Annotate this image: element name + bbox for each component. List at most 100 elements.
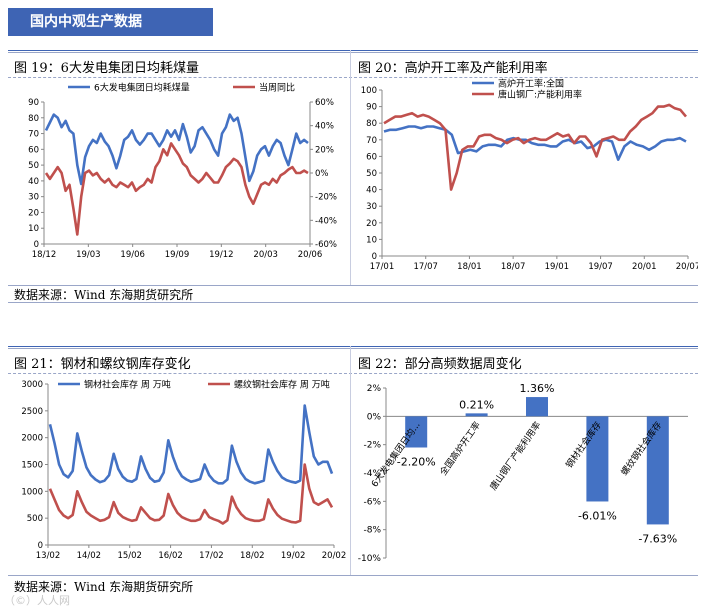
- fig21-x-tick-label: 20/02: [322, 551, 347, 561]
- upper-divider: [350, 50, 351, 285]
- top-rule-thin: [8, 52, 698, 53]
- fig20-y-tick-label: 20: [366, 219, 377, 229]
- upper-source-rule: [8, 302, 698, 303]
- fig20-y-tick-label: 0: [372, 252, 377, 262]
- fig22-value-label: 1.36%: [520, 382, 555, 395]
- fig19-y-tick-label: 0: [34, 240, 39, 250]
- fig20-x-tick-label: 19/01: [545, 262, 570, 272]
- fig20-title: 图 20：高炉开工率及产能利用率: [358, 61, 548, 76]
- lower-top-rule-thin: [8, 348, 698, 349]
- fig20-y-tick-label: 90: [366, 103, 377, 113]
- fig21-y-tick-label: 1500: [21, 461, 43, 471]
- fig20-x-tick-label: 17/07: [413, 262, 438, 272]
- fig21-x-tick-label: 17/02: [199, 551, 224, 561]
- fig19-x-tick-label: 19/06: [120, 250, 145, 260]
- fig20-y-tick-label: 70: [366, 136, 377, 146]
- fig19-y-tick-label: 90: [28, 98, 39, 108]
- fig22-category-label: 全国高炉开工率: [437, 419, 483, 478]
- fig19-y-tick-label: 30: [28, 193, 39, 203]
- fig20-y-tick-label: 80: [366, 119, 377, 129]
- fig20-y-tick-label: 40: [366, 186, 377, 196]
- lower-bottom-rule: [8, 575, 698, 576]
- fig20-series-1-line: [383, 125, 687, 161]
- fig21-y-tick-label: 0: [38, 541, 43, 551]
- lower-top-rule: [8, 346, 698, 347]
- source-note-lower: 数据来源：Wind 东海期货研究所: [14, 580, 194, 594]
- fig20-y-tick-label: 60: [366, 152, 377, 162]
- section-banner: 国内中观生产数据: [8, 8, 213, 36]
- fig19-legend-label: 6大发电集团日均耗煤量: [94, 82, 190, 94]
- fig19-y-right-tick-label: -40%: [315, 216, 337, 226]
- fig22-y-tick-label: -10%: [358, 554, 382, 564]
- fig21-series-2-line: [48, 463, 334, 525]
- fig19-series-1-line: [44, 113, 309, 186]
- fig19-chart: 0 10 20 30 40 50 60 70 80 90 -60% -40% -20% 0% 20% 40% 6…: [28, 82, 337, 261]
- fig19-legend-label: 当周同比: [259, 82, 295, 94]
- fig19-y-tick-label: 20: [28, 208, 39, 218]
- fig22-title: 图 22：部分高频数据周变化: [358, 357, 522, 372]
- fig19-series-2-line: [44, 142, 309, 236]
- fig19-y-tick-label: 60: [28, 145, 39, 155]
- fig21-x-tick-label: 18/02: [240, 551, 265, 561]
- fig21-y-tick-label: 3000: [21, 380, 43, 390]
- fig21-title: 图 21：钢材和螺纹钢库存变化: [14, 357, 191, 372]
- fig19-y-tick-label: 40: [28, 177, 39, 187]
- lower-title-dashed-rule: [8, 373, 698, 374]
- fig22-bar-3: [526, 397, 548, 417]
- fig22-y-tick-label: 2%: [367, 384, 382, 394]
- fig22-bar-2: [465, 413, 488, 417]
- fig22-chart: 2% 0% -2% -4% -6% -8% -10% -2.20%6大发电集团日均... 0.2…: [358, 382, 688, 564]
- fig22-category-label: 6大发电集团日均...: [368, 419, 422, 489]
- fig19-y-tick-label: 80: [28, 114, 39, 124]
- fig22-value-label: -7.63%: [638, 532, 677, 545]
- fig21-chart: 0 500 1000 1500 2000 2500 3000 13/02 14/02 15/02 1…: [21, 379, 347, 562]
- fig19-y-right-tick-label: 20%: [315, 145, 334, 155]
- upper-bottom-rule: [8, 285, 698, 286]
- fig22-value-label: 0.21%: [459, 398, 494, 411]
- fig22-bar-5: [646, 416, 669, 525]
- fig20-x-tick-label: 19/07: [588, 262, 613, 272]
- fig21-series-1-line: [48, 404, 334, 485]
- fig21-legend-label: 螺纹钢社会库存 周 万吨: [234, 379, 330, 391]
- fig19-y-right-tick-label: 0%: [315, 169, 329, 179]
- fig20-y-tick-label: 50: [366, 169, 377, 179]
- source-note-upper: 数据来源：Wind 东海期货研究所: [14, 288, 194, 302]
- fig19-x-tick-label: 19/03: [76, 250, 101, 260]
- fig19-x-tick-label: 20/06: [298, 250, 323, 260]
- fig21-y-tick-label: 2000: [21, 434, 43, 444]
- fig20-x-tick-label: 18/01: [457, 262, 482, 272]
- fig22-category-label: 唐山钢厂产能利用率: [487, 419, 543, 492]
- top-rule: [8, 50, 698, 51]
- fig20-y-tick-label: 30: [366, 202, 377, 212]
- fig19-y-right-tick-label: -60%: [315, 240, 337, 250]
- fig22-value-label: -6.01%: [578, 509, 617, 522]
- fig21-x-tick-label: 13/02: [36, 551, 61, 561]
- fig19-y-tick-label: 50: [28, 161, 39, 171]
- fig19-y-right-tick-label: 40%: [315, 122, 334, 132]
- fig19-y-right-tick-label: -20%: [315, 193, 337, 203]
- fig20-x-tick-label: 20/01: [632, 262, 657, 272]
- fig19-title: 图 19：6大发电集团日均耗煤量: [14, 61, 199, 76]
- fig21-y-tick-label: 500: [27, 514, 43, 524]
- fig22-y-tick-label: -4%: [363, 469, 381, 479]
- fig19-y-right-tick-label: 60%: [315, 98, 334, 108]
- fig20-x-tick-label: 17/01: [370, 262, 395, 272]
- fig19-y-tick-label: 70: [28, 130, 39, 140]
- fig22-y-tick-label: -8%: [363, 526, 381, 536]
- fig19-x-tick-label: 19/12: [209, 250, 234, 260]
- fig19-x-tick-label: 19/09: [165, 250, 190, 260]
- fig21-x-tick-label: 14/02: [77, 551, 102, 561]
- fig22-bar-4: [586, 416, 609, 502]
- fig19-x-tick-label: 18/12: [32, 250, 57, 260]
- fig22-bar-1: [405, 416, 428, 448]
- fig21-y-tick-label: 2500: [21, 407, 43, 417]
- fig19-x-tick-label: 20/03: [253, 250, 278, 260]
- fig20-x-tick-label: 20/07: [676, 262, 698, 272]
- title-dashed-rule: [8, 77, 698, 78]
- fig20-y-tick-label: 10: [366, 235, 377, 245]
- fig20-series-2-line: [383, 103, 687, 191]
- watermark: （©）人人网: [4, 594, 70, 607]
- fig22-y-tick-label: -2%: [363, 441, 381, 451]
- fig19-y-tick-label: 10: [28, 224, 39, 234]
- lower-divider: [350, 346, 351, 575]
